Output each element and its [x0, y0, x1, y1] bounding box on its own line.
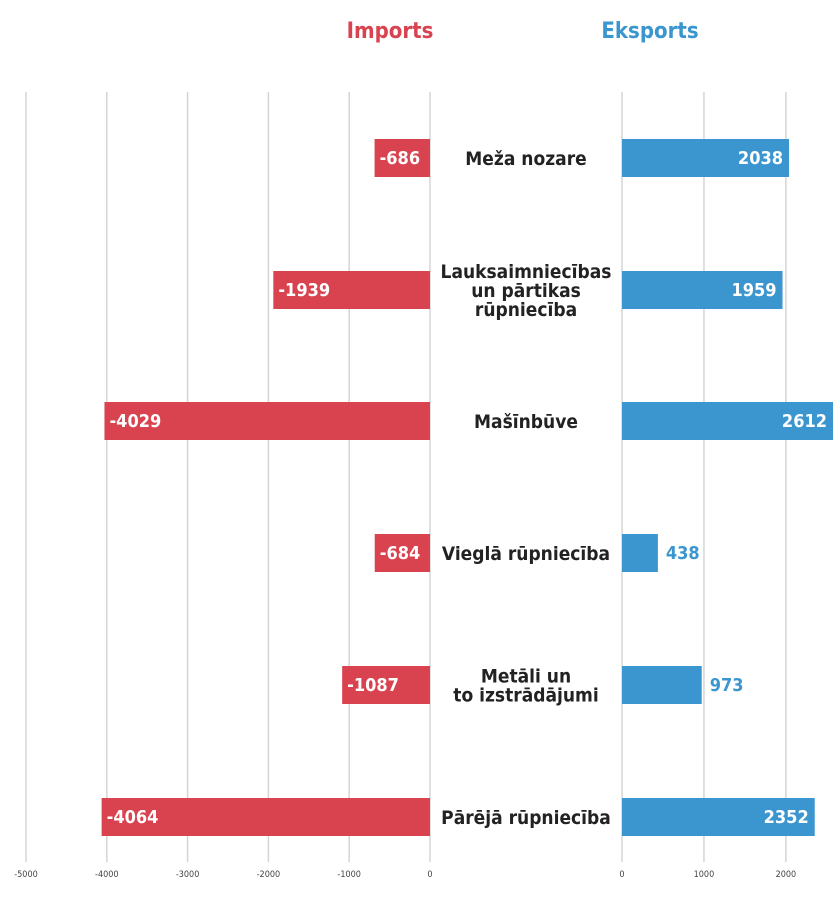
export-value-label: 2612 — [782, 411, 827, 432]
category-label-line: Mašīnbūve — [474, 411, 578, 433]
category-label-line: rūpniecība — [475, 299, 577, 321]
import-bar — [342, 666, 430, 704]
category-label: Meža nozare — [465, 148, 586, 170]
tick-label-exports: 1000 — [694, 870, 715, 880]
import-bar — [374, 534, 430, 572]
tick-label-imports: 0 — [427, 870, 432, 880]
import-value-label: -686 — [380, 148, 421, 169]
export-value-label: 973 — [710, 675, 744, 696]
export-value-label: 2352 — [764, 807, 809, 828]
import-value-label: -4064 — [107, 807, 159, 828]
tick-label-exports: 0 — [619, 870, 624, 880]
category-label: Metāli un to izstrādājumi — [453, 666, 598, 707]
import-bar — [374, 139, 430, 177]
axis-ticks: -5000 -4000 -3000 -2000 -1000 0 0 1000 2000 — [14, 870, 796, 880]
labels: -686 2038 Meža nozare -1939 1959 Lauksaimniec… — [107, 148, 827, 829]
tick-label-imports: -2000 — [257, 870, 281, 880]
export-bar — [622, 402, 833, 440]
imports-header: Imports — [347, 19, 434, 44]
category-label-line: Metāli un — [481, 666, 571, 688]
import-bar — [273, 271, 430, 309]
bars — [101, 139, 833, 836]
exports-header: Eksports — [601, 19, 698, 44]
export-value-label: 2038 — [738, 148, 783, 169]
category-label-line: Pārējā rūpniecība — [441, 807, 611, 829]
series-headers: Imports Eksports — [347, 19, 699, 44]
category-label-line: Vieglā rūpniecība — [442, 543, 610, 565]
category-label-line: un pārtikas — [471, 280, 581, 302]
category-label: Mašīnbūve — [474, 411, 578, 433]
category-label-line: Meža nozare — [465, 148, 586, 170]
tick-label-imports: -5000 — [14, 870, 38, 880]
export-value-label: 438 — [666, 543, 700, 564]
import-value-label: -4029 — [109, 411, 161, 432]
import-value-label: -684 — [380, 543, 421, 564]
tick-label-imports: -3000 — [176, 870, 200, 880]
category-label: Pārējā rūpniecība — [441, 807, 611, 829]
gridlines — [25, 92, 787, 862]
category-label-line: to izstrādājumi — [453, 685, 598, 707]
category-label: Lauksaimniecības un pārtikas rūpniecība — [441, 261, 612, 321]
export-bar — [622, 139, 789, 177]
export-bar — [622, 798, 815, 836]
export-value-label: 1959 — [731, 280, 776, 301]
tick-label-imports: -1000 — [337, 870, 361, 880]
tick-label-imports: -4000 — [95, 870, 119, 880]
export-bar — [622, 271, 783, 309]
category-label: Vieglā rūpniecība — [442, 543, 610, 565]
export-bar — [622, 666, 702, 704]
export-bar — [622, 534, 658, 572]
import-value-label: -1939 — [278, 280, 330, 301]
import-bar — [104, 402, 431, 440]
tick-label-exports: 2000 — [776, 870, 797, 880]
category-label-line: Lauksaimniecības — [441, 261, 612, 283]
import-value-label: -1087 — [347, 675, 399, 696]
import-bar — [101, 798, 431, 836]
